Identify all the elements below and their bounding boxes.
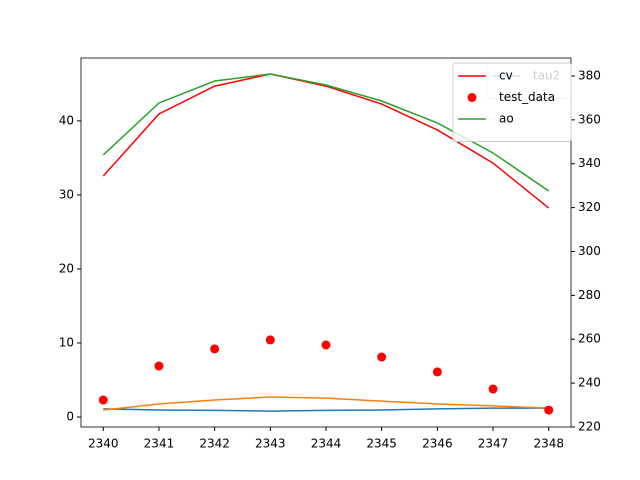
y2-tick-label: 340: [578, 156, 601, 170]
y2-tick-label: 280: [578, 288, 601, 302]
scatter-point: [544, 405, 554, 415]
line-series: [103, 407, 549, 412]
y2-tick-label: 260: [578, 332, 601, 346]
x-tick-label: 2343: [255, 437, 286, 451]
legend-label: test_data: [499, 90, 555, 104]
legend-label: ao: [499, 112, 514, 126]
scatter-point: [265, 335, 275, 345]
x-tick-label: 2342: [199, 437, 230, 451]
line-series: [102, 73, 550, 192]
y2-tick-label: 380: [578, 68, 601, 82]
x-tick-label: 2346: [422, 437, 453, 451]
y2-tick-label: 220: [578, 420, 601, 434]
scatter-point: [210, 344, 220, 354]
y-tick-label: 10: [59, 335, 74, 349]
x-tick-label: 2347: [478, 437, 509, 451]
y-tick-label: 40: [59, 113, 74, 127]
y-tick-label: 30: [59, 187, 74, 201]
scatter-point: [488, 384, 498, 394]
x-tick-label: 2348: [533, 437, 564, 451]
legend-marker: [467, 93, 477, 102]
scatter-point: [432, 367, 442, 377]
y-tick-label: 20: [59, 261, 74, 275]
y2-tick-label: 360: [578, 112, 601, 126]
y2-tick-label: 300: [578, 244, 601, 258]
x-tick-label: 2340: [88, 437, 119, 451]
scatter-point: [377, 352, 387, 362]
y2-tick-label: 240: [578, 376, 601, 390]
x-tick-label: 2341: [144, 437, 175, 451]
scatter-point: [321, 340, 331, 350]
legend-label: cv: [499, 69, 513, 83]
y2-tick-label: 320: [578, 200, 601, 214]
x-tick-label: 2344: [311, 437, 342, 451]
x-tick-label: 2345: [366, 437, 397, 451]
axes-frame: [80, 57, 572, 428]
scatter-point: [154, 361, 164, 371]
legend-box: [452, 62, 572, 142]
line-series: [102, 73, 550, 209]
y-tick-label: 0: [66, 410, 74, 424]
line-series: [103, 396, 549, 411]
scatter-point: [98, 395, 108, 405]
